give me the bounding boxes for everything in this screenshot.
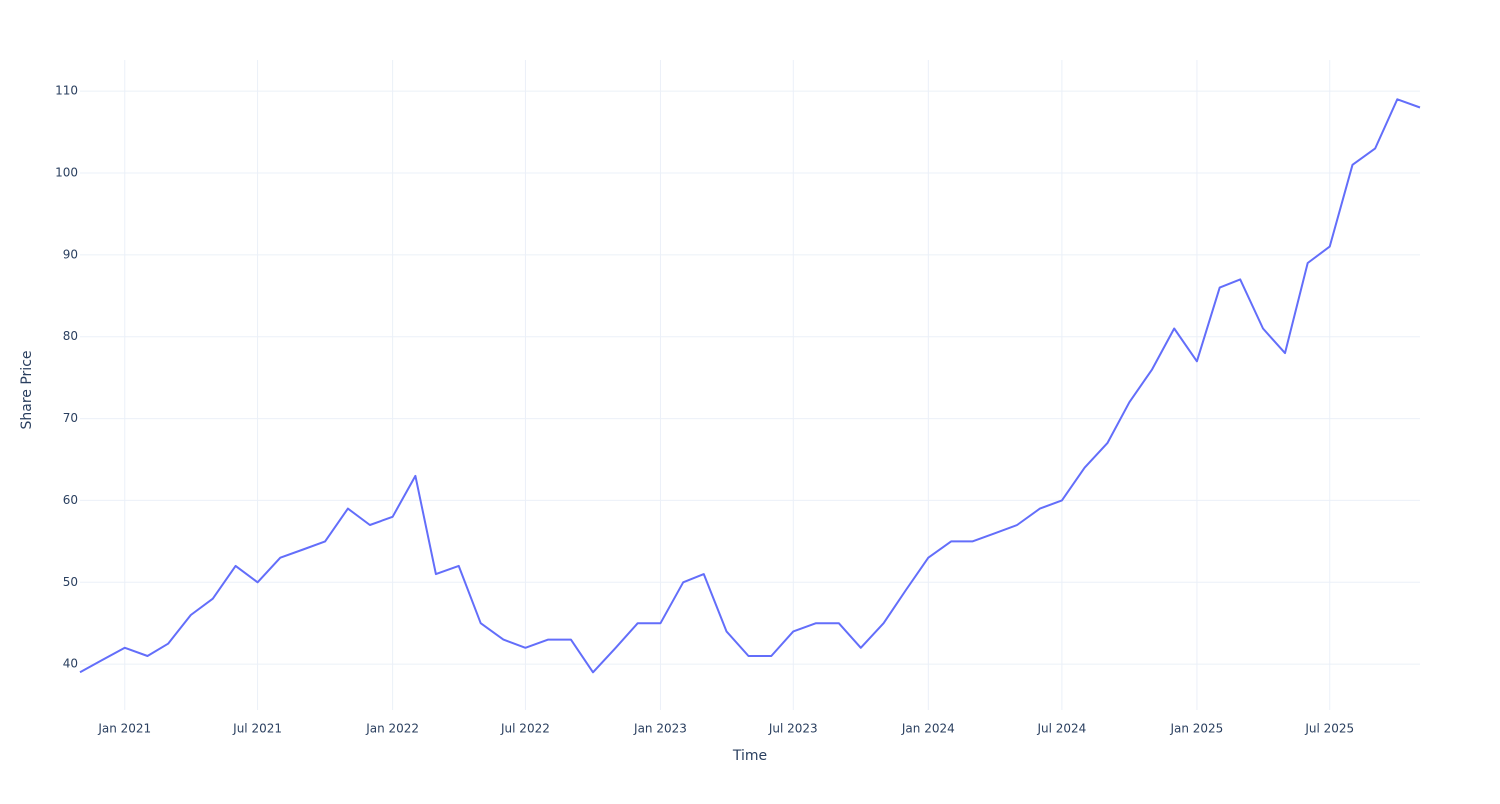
x-tick-label: Jan 2024 xyxy=(901,722,955,736)
x-tick-label: Jan 2022 xyxy=(365,722,419,736)
y-tick-label: 60 xyxy=(63,493,78,507)
x-tick-label: Jul 2025 xyxy=(1304,722,1354,736)
y-axis-title: Share Price xyxy=(19,350,35,429)
x-tick-label: Jul 2023 xyxy=(768,722,818,736)
x-tick-label: Jan 2025 xyxy=(1169,722,1223,736)
y-tick-label: 70 xyxy=(63,411,78,425)
y-tick-label: 50 xyxy=(63,575,78,589)
y-tick-label: 40 xyxy=(63,657,78,671)
y-tick-label: 100 xyxy=(55,165,78,179)
y-tick-label: 110 xyxy=(55,84,78,98)
price-line xyxy=(79,98,1421,674)
y-tick-label: 90 xyxy=(63,247,78,261)
x-tick-label: Jul 2021 xyxy=(232,722,282,736)
x-tick-label: Jul 2024 xyxy=(1036,722,1086,736)
y-tick-label: 80 xyxy=(63,329,78,343)
x-tick-label: Jan 2023 xyxy=(633,722,687,736)
x-tick-label: Jul 2022 xyxy=(500,722,550,736)
x-tick-label: Jan 2021 xyxy=(97,722,151,736)
x-axis-title: Time xyxy=(732,748,767,764)
